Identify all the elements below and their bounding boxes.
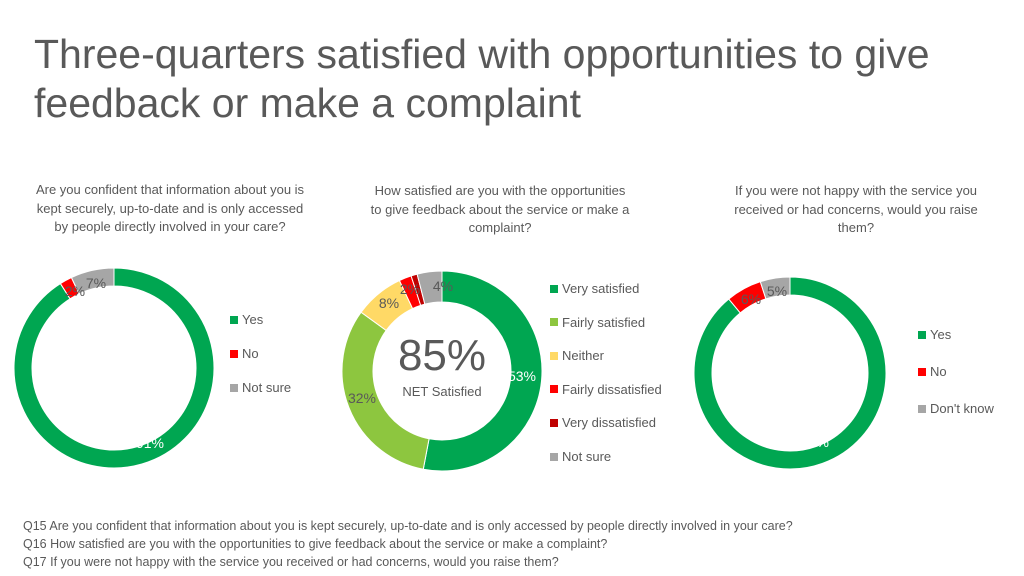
legend-swatch (918, 331, 926, 339)
legend-item-yes: Yes (918, 327, 951, 342)
legend-swatch (550, 385, 558, 393)
legend-label: Not sure (562, 449, 611, 464)
legend-item-fairly-dissatisfied: Fairly dissatisfied (550, 382, 662, 397)
legend-item-not-sure: Not sure (230, 380, 291, 395)
legend-swatch (550, 352, 558, 360)
footnote-q16: Q16 How satisfied are you with the oppor… (23, 535, 1013, 553)
legend-swatch (550, 285, 558, 293)
donut-chart-q15: 91% 2% 7% (14, 268, 214, 468)
data-label-fairly-satisfied: 32% (348, 390, 376, 406)
legend-swatch (918, 405, 926, 413)
donut-chart-q16: 53%32%8%2% 4%85%NET Satisfied (340, 271, 512, 471)
data-label-yes: 89% (801, 434, 829, 450)
legend-label: Neither (562, 348, 604, 363)
data-label-no: 6% (741, 291, 761, 307)
legend-label: Fairly dissatisfied (562, 382, 662, 397)
data-label-not-sure: 4% (433, 278, 453, 294)
legend-label: Not sure (242, 380, 291, 395)
data-label-very-satisfied: 53% (508, 368, 536, 384)
legend-label: Don't know (930, 401, 994, 416)
data-label-neither: 8% (379, 295, 399, 311)
donut-chart-q17: 89% 6% 5% (694, 277, 886, 469)
legend-item-no: No (230, 346, 259, 361)
legend-label: Yes (242, 312, 263, 327)
legend-label: Yes (930, 327, 951, 342)
legend-label: Very dissatisfied (562, 415, 656, 430)
legend-label: No (930, 364, 947, 379)
chart-1-question: Are you confident that information about… (32, 181, 308, 237)
legend-swatch (550, 453, 558, 461)
legend-item-very-satisfied: Very satisfied (550, 281, 639, 296)
legend-item-not-sure: Not sure (550, 449, 611, 464)
legend-swatch (230, 384, 238, 392)
footnotes: Q15 Are you confident that information a… (23, 517, 1013, 571)
slice-yes (694, 277, 886, 469)
data-label-not-sure: 7% (86, 275, 106, 291)
legend-swatch (230, 350, 238, 358)
legend-item-don-t-know: Don't know (918, 401, 994, 416)
data-label-yes: 91% (136, 435, 164, 451)
legend-label: Very satisfied (562, 281, 639, 296)
legend-item-very-dissatisfied: Very dissatisfied (550, 415, 656, 430)
legend-item-yes: Yes (230, 312, 263, 327)
legend-swatch (550, 318, 558, 326)
legend-label: Fairly satisfied (562, 315, 645, 330)
chart-2-question: How satisfied are you with the opportuni… (368, 182, 632, 238)
legend-swatch (918, 368, 926, 376)
footnote-q15: Q15 Are you confident that information a… (23, 517, 1013, 535)
footnote-q17: Q17 If you were not happy with the servi… (23, 553, 1013, 571)
center-label: NET Satisfied (402, 384, 481, 399)
data-label-no: 2% (65, 283, 85, 299)
data-label-don-t-know: 5% (767, 283, 787, 299)
page-title: Three-quarters satisfied with opportunit… (34, 30, 994, 128)
center-value: 85% (398, 331, 486, 380)
slice-yes (14, 268, 214, 468)
legend-label: No (242, 346, 259, 361)
legend-item-no: No (918, 364, 947, 379)
legend-swatch (230, 316, 238, 324)
legend-item-fairly-satisfied: Fairly satisfied (550, 315, 645, 330)
chart-3-question: If you were not happy with the service y… (724, 182, 988, 238)
legend-item-neither: Neither (550, 348, 604, 363)
legend-swatch (550, 419, 558, 427)
data-label-fairly-dissatisfied: 2% (400, 281, 420, 297)
